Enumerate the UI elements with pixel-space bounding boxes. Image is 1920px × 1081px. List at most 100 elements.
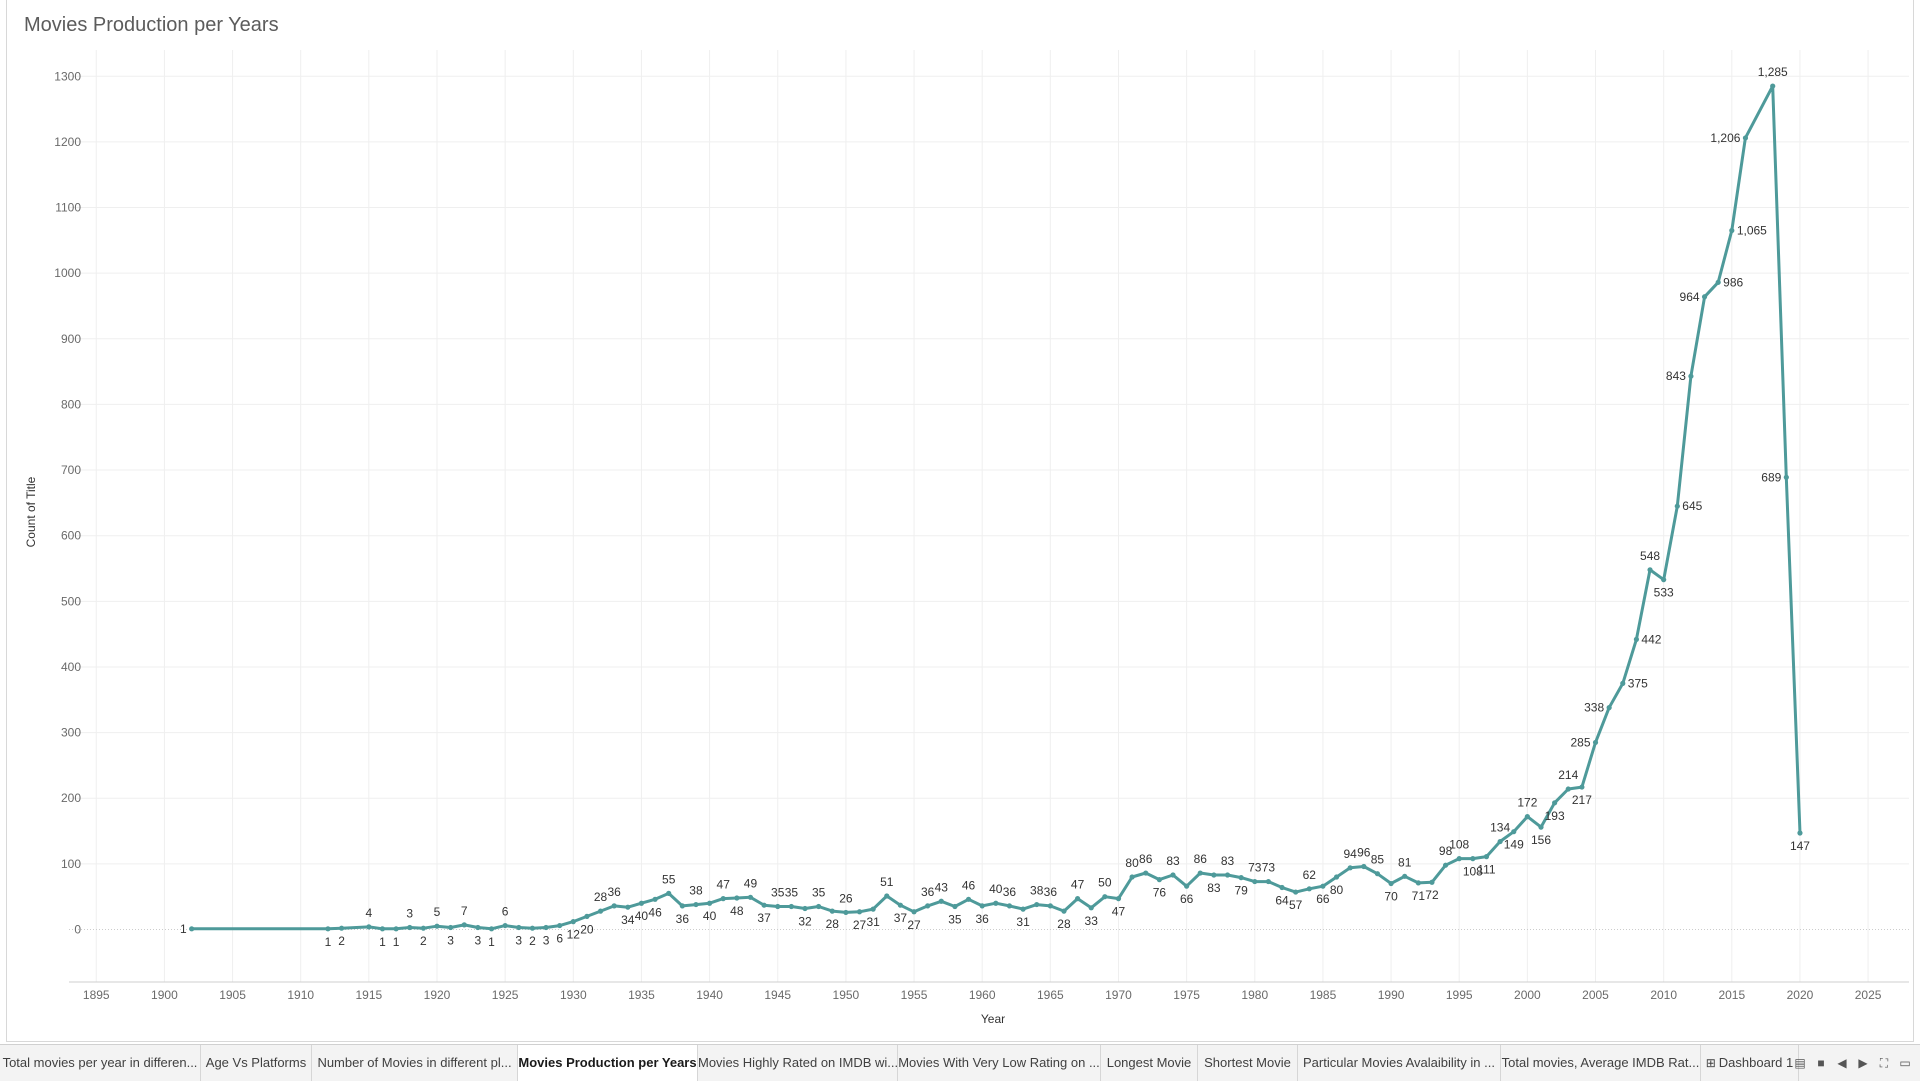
data-point[interactable] xyxy=(1456,856,1462,862)
data-point[interactable] xyxy=(884,893,890,899)
data-point[interactable] xyxy=(1701,294,1708,300)
data-point[interactable] xyxy=(1633,636,1640,642)
data-point[interactable] xyxy=(979,903,985,909)
data-point[interactable] xyxy=(1347,865,1353,871)
data-point[interactable] xyxy=(597,908,604,914)
data-point[interactable] xyxy=(529,925,536,931)
data-point[interactable] xyxy=(1729,227,1735,234)
data-point[interactable] xyxy=(829,908,835,914)
data-point[interactable] xyxy=(952,903,958,910)
next-sheet-icon[interactable]: ▶ xyxy=(1858,1056,1868,1070)
data-point[interactable] xyxy=(1429,879,1435,885)
data-point[interactable] xyxy=(679,903,685,909)
prev-sheet-icon[interactable]: ◀ xyxy=(1837,1056,1847,1070)
data-point[interactable] xyxy=(1538,824,1544,830)
data-point[interactable] xyxy=(775,903,781,910)
data-point[interactable] xyxy=(1197,870,1203,876)
data-point[interactable] xyxy=(1524,814,1530,820)
sheet-tab[interactable]: Movies With Very Low Rating on ... xyxy=(898,1045,1101,1081)
data-point[interactable] xyxy=(1102,894,1108,900)
filmstrip-view-icon[interactable]: ▤ xyxy=(1794,1056,1806,1070)
data-point[interactable] xyxy=(1224,872,1231,878)
data-point[interactable] xyxy=(1402,873,1408,879)
data-point[interactable] xyxy=(488,926,495,932)
data-point[interactable] xyxy=(706,900,713,906)
data-point[interactable] xyxy=(584,913,590,919)
data-point[interactable] xyxy=(1552,800,1558,806)
data-point[interactable] xyxy=(761,902,767,908)
data-point[interactable] xyxy=(1592,739,1599,746)
data-point[interactable] xyxy=(816,903,822,910)
data-point[interactable] xyxy=(1388,880,1394,887)
data-point[interactable] xyxy=(557,922,563,929)
data-point[interactable] xyxy=(1606,705,1612,711)
data-point[interactable] xyxy=(1333,874,1340,880)
data-point[interactable] xyxy=(1129,874,1135,880)
data-point[interactable] xyxy=(461,922,467,928)
data-point[interactable] xyxy=(1483,854,1490,860)
sheet-tab[interactable]: Total movies, Average IMDB Rat... xyxy=(1501,1045,1701,1081)
data-point[interactable] xyxy=(1156,877,1162,883)
data-point[interactable] xyxy=(1279,884,1285,891)
data-point[interactable] xyxy=(1797,830,1803,836)
data-point[interactable] xyxy=(420,925,426,931)
data-point[interactable] xyxy=(543,924,549,931)
data-point[interactable] xyxy=(1688,373,1694,379)
data-point[interactable] xyxy=(1184,883,1190,889)
data-point[interactable] xyxy=(189,926,195,932)
data-point[interactable] xyxy=(965,896,972,902)
data-point[interactable] xyxy=(666,890,672,896)
sheet-tab[interactable]: Shortest Movie xyxy=(1198,1045,1298,1081)
data-point[interactable] xyxy=(1374,871,1381,877)
data-point[interactable] xyxy=(1061,908,1067,914)
data-point[interactable] xyxy=(1074,896,1081,902)
data-point[interactable] xyxy=(434,923,440,929)
data-point[interactable] xyxy=(502,922,508,929)
data-point[interactable] xyxy=(1783,474,1789,480)
data-point[interactable] xyxy=(407,924,413,931)
data-point[interactable] xyxy=(570,919,576,925)
data-point[interactable] xyxy=(1265,878,1272,885)
data-point[interactable] xyxy=(1470,856,1476,862)
data-point[interactable] xyxy=(747,894,754,900)
data-point[interactable] xyxy=(448,924,454,931)
sheet-tab[interactable]: ⊞ Dashboard 1 xyxy=(1701,1045,1799,1081)
data-point[interactable] xyxy=(911,909,917,915)
data-point[interactable] xyxy=(393,926,399,932)
data-point[interactable] xyxy=(1088,905,1094,911)
data-point[interactable] xyxy=(993,900,999,906)
data-point[interactable] xyxy=(870,906,876,912)
tabs-view-icon[interactable]: ■ xyxy=(1817,1056,1825,1070)
data-point[interactable] xyxy=(1565,786,1571,792)
data-point[interactable] xyxy=(366,924,372,930)
data-point[interactable] xyxy=(1511,829,1517,835)
data-point[interactable] xyxy=(1579,784,1585,790)
data-point[interactable] xyxy=(802,905,808,912)
data-point[interactable] xyxy=(1170,872,1176,878)
data-point[interactable] xyxy=(1211,872,1217,878)
data-point[interactable] xyxy=(1252,878,1258,885)
data-point[interactable] xyxy=(338,925,345,931)
data-point[interactable] xyxy=(938,898,944,904)
data-point[interactable] xyxy=(734,895,740,901)
data-point[interactable] xyxy=(925,903,931,909)
data-point[interactable] xyxy=(843,909,849,916)
data-point[interactable] xyxy=(1742,135,1749,141)
data-point[interactable] xyxy=(788,903,794,910)
data-point[interactable] xyxy=(720,896,726,902)
line-chart[interactable]: 0100200300400500600700800900100011001200… xyxy=(7,0,1915,1040)
data-point[interactable] xyxy=(897,902,904,908)
sheet-tab[interactable]: Age Vs Platforms xyxy=(201,1045,312,1081)
data-point[interactable] xyxy=(1115,896,1122,902)
fullscreen-icon[interactable]: ⛶ xyxy=(1879,1056,1889,1070)
data-point[interactable] xyxy=(652,896,658,902)
data-point[interactable] xyxy=(625,904,631,910)
sheet-tab[interactable]: Particular Movies Avalaibility in ... xyxy=(1298,1045,1501,1081)
data-point[interactable] xyxy=(856,909,863,915)
data-point[interactable] xyxy=(1320,883,1326,889)
data-point[interactable] xyxy=(1034,901,1040,908)
data-point[interactable] xyxy=(611,903,617,909)
data-point[interactable] xyxy=(1620,680,1626,686)
data-point[interactable] xyxy=(1020,906,1026,912)
data-point[interactable] xyxy=(1293,889,1299,895)
